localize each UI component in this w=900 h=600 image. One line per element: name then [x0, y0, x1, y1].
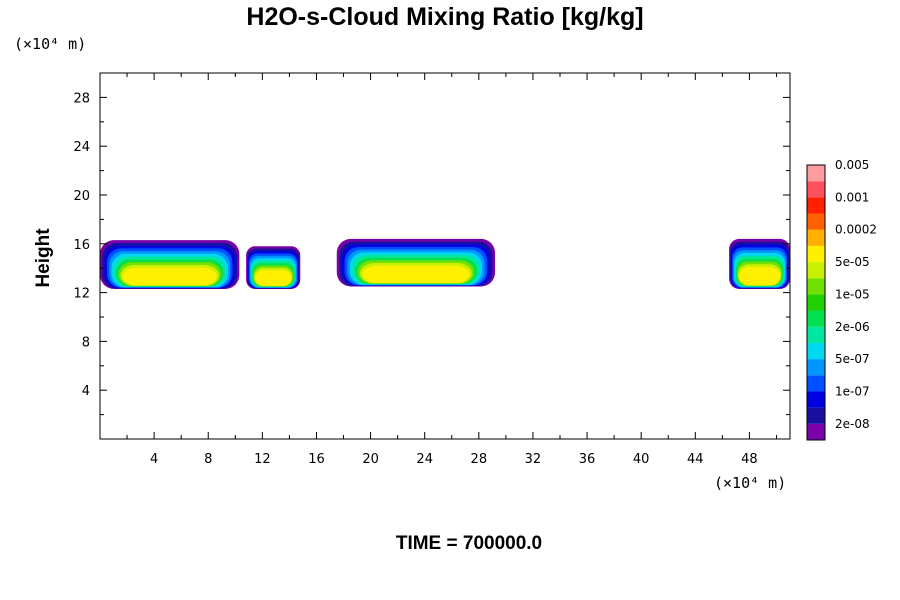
x-tick-label: 32	[525, 452, 542, 467]
y-tick-label: 20	[73, 189, 90, 204]
contour-band	[122, 267, 217, 286]
x-tick-label: 28	[471, 452, 488, 467]
cloud-region-4	[729, 238, 790, 289]
colorbar-swatch	[807, 262, 825, 279]
cloud-region-2	[246, 246, 301, 289]
y-tick-label: 28	[73, 91, 90, 106]
y-tick-label: 24	[73, 140, 90, 155]
colorbar-swatch	[807, 181, 825, 198]
x-tick-label: 44	[687, 452, 704, 467]
y-tick-label: 12	[73, 287, 90, 302]
y-tick-label: 8	[82, 335, 90, 350]
colorbar-label: 2e-08	[835, 417, 870, 431]
x-tick-label: 36	[579, 452, 596, 467]
colorbar: 2e-08 1e-07 5e-07 2e-06 1e-05 5e-05 0.0002 0.00…	[806, 158, 877, 441]
x-tick-label: 20	[362, 452, 379, 467]
cloud-region-3	[336, 238, 496, 287]
x-tick-label: 16	[308, 452, 325, 467]
colorbar-swatch	[807, 375, 825, 392]
contour-band	[254, 270, 292, 286]
cloud-field	[100, 238, 790, 289]
y-axis-label: Height	[33, 228, 54, 288]
chart-title: H2O-s-Cloud Mixing Ratio [kg/kg]	[246, 3, 643, 31]
colorbar-frame	[806, 164, 826, 441]
x-tick-label: 12	[254, 452, 271, 467]
colorbar-swatch	[807, 391, 825, 408]
colorbar-swatch	[807, 310, 825, 327]
colorbar-swatch	[807, 359, 825, 376]
time-label: TIME = 700000.0	[396, 533, 542, 554]
plot-frame	[99, 72, 791, 440]
x-unit-label: (×10⁴ m)	[714, 474, 786, 492]
cloud-region-1	[100, 240, 240, 289]
x-tick-label: 40	[633, 452, 650, 467]
x-tick-label: 24	[416, 452, 433, 467]
colorbar-label: 0.0002	[835, 223, 877, 237]
contour-band	[739, 267, 781, 286]
x-axis: 4 8 12 16 20 24 28 32 36 40 44 48	[126, 73, 777, 467]
colorbar-label: 1e-05	[835, 287, 870, 301]
y-tick-label: 4	[82, 384, 90, 399]
contour-band	[362, 265, 470, 284]
y-unit-label: (×10⁴ m)	[14, 35, 86, 53]
colorbar-label: 0.005	[835, 158, 869, 172]
colorbar-swatch	[807, 213, 825, 230]
colorbar-swatch	[807, 294, 825, 311]
x-tick-label: 8	[204, 452, 212, 467]
colorbar-swatch	[807, 407, 825, 424]
colorbar-swatch	[807, 197, 825, 214]
colorbar-label: 5e-07	[835, 352, 870, 366]
x-tick-label: 48	[741, 452, 758, 467]
colorbar-label: 2e-06	[835, 320, 870, 334]
colorbar-label: 1e-07	[835, 384, 870, 398]
colorbar-swatch	[807, 342, 825, 360]
y-tick-label: 16	[73, 238, 90, 253]
colorbar-swatch	[807, 278, 825, 295]
colorbar-swatch	[807, 326, 825, 343]
y-axis: 4 8 12 16 20 24 28	[73, 72, 790, 416]
colorbar-swatch	[807, 423, 825, 440]
colorbar-label: 0.001	[835, 190, 869, 204]
colorbar-swatch	[807, 245, 825, 263]
x-tick-label: 4	[150, 452, 158, 467]
colorbar-swatch	[807, 165, 825, 182]
colorbar-swatch	[807, 229, 825, 246]
colorbar-label: 5e-05	[835, 255, 870, 269]
